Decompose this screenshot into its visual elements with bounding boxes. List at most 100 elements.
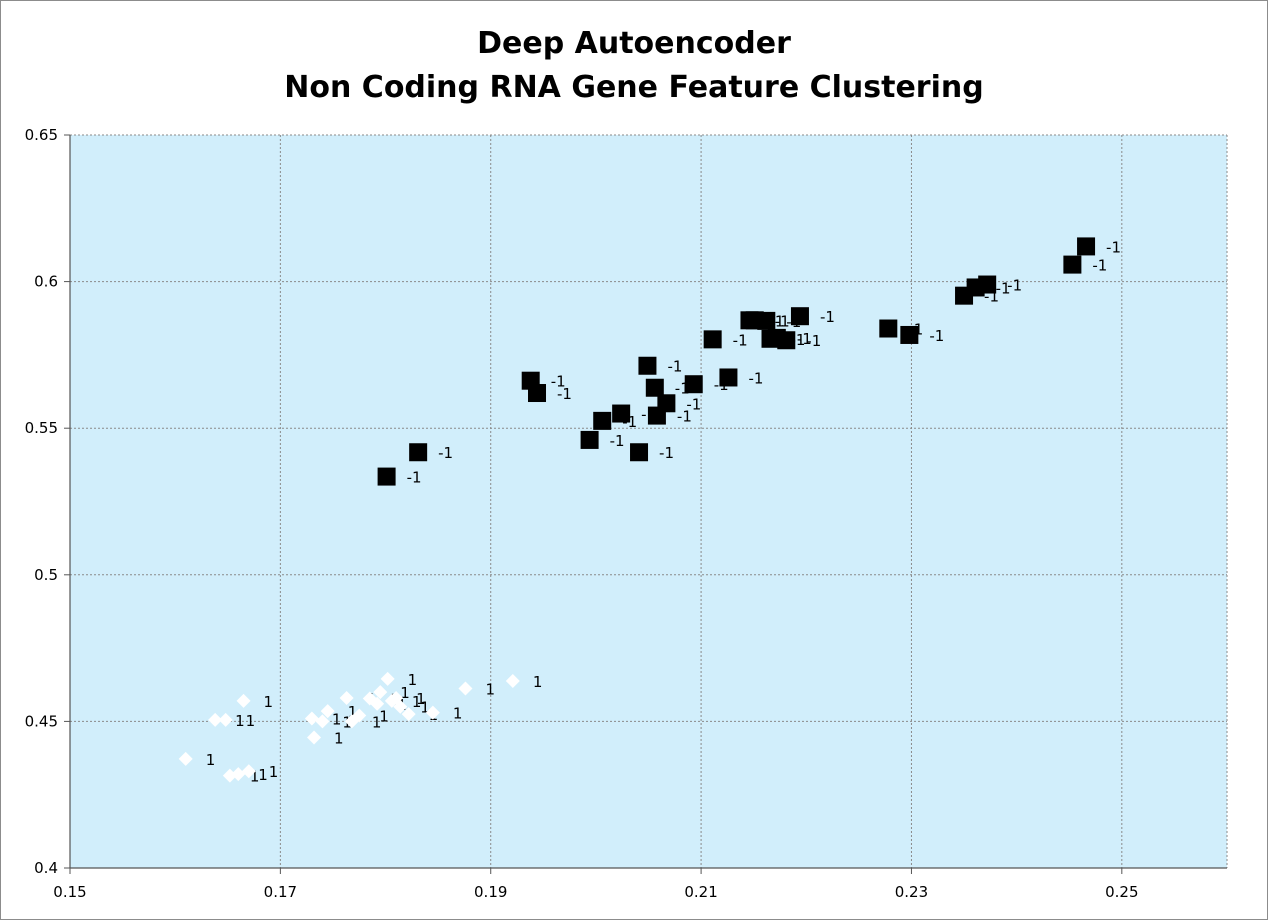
y-tick-label: 0.45 xyxy=(25,712,58,730)
data-label: -1 xyxy=(797,330,812,348)
data-label: -1 xyxy=(775,312,790,330)
data-label: -1 xyxy=(806,332,821,350)
data-point-diamond xyxy=(304,711,319,726)
data-point-square xyxy=(645,378,664,397)
y-tick-label: 0.4 xyxy=(34,859,58,877)
chart-title-line-1: Deep Autoencoder xyxy=(477,26,791,61)
data-point-square xyxy=(657,394,676,413)
data-point-square xyxy=(684,375,703,394)
data-point-square xyxy=(409,443,428,462)
data-label: -1 xyxy=(557,385,572,403)
data-label: 1 xyxy=(348,703,358,721)
data-point-diamond xyxy=(178,751,193,766)
data-point-square xyxy=(528,384,547,403)
data-point-square xyxy=(580,430,599,449)
data-points: -1-1-1-1-1-1-1-1-1-1-1-1-1-1-1-1-1-1-1-1… xyxy=(178,237,1121,786)
x-tick-label: 0.21 xyxy=(684,883,717,901)
data-point-diamond xyxy=(458,681,473,696)
data-point-diamond xyxy=(231,767,246,782)
data-point-square xyxy=(777,331,796,350)
data-label: 1 xyxy=(206,751,216,769)
data-label: -1 xyxy=(820,308,835,326)
data-label: -1 xyxy=(667,358,682,376)
data-point-diamond xyxy=(401,707,416,722)
series-2: 1111111111111111111111111 xyxy=(178,671,543,786)
data-label: 1 xyxy=(453,705,463,723)
data-point-diamond xyxy=(370,696,385,711)
data-label: 1 xyxy=(372,713,382,731)
data-point-square xyxy=(630,443,649,462)
data-point-square xyxy=(703,330,722,349)
data-label: -1 xyxy=(551,373,566,391)
data-point-diamond xyxy=(320,704,335,719)
data-label: 1 xyxy=(485,681,495,699)
data-point-diamond xyxy=(380,671,395,686)
data-point-square xyxy=(757,311,776,330)
data-point-diamond xyxy=(307,730,322,745)
data-point-diamond xyxy=(339,690,354,705)
x-tick-label: 0.25 xyxy=(1105,883,1138,901)
data-label: -1 xyxy=(438,444,453,462)
data-point-square xyxy=(790,307,809,326)
data-point-square xyxy=(719,368,738,387)
data-point-square xyxy=(978,275,997,294)
data-label: 1 xyxy=(412,693,422,711)
tick-labels: 0.15 0.17 0.19 0.21 0.23 0.25 0.4 0.45 0.5 0.55 0.… xyxy=(25,126,1139,901)
data-point-square xyxy=(377,467,396,486)
y-tick-label: 0.5 xyxy=(34,566,58,584)
data-point-square xyxy=(1077,237,1096,256)
data-label: -1 xyxy=(733,331,748,349)
data-point-diamond xyxy=(373,685,388,700)
data-point-square xyxy=(593,411,612,430)
data-point-diamond xyxy=(208,712,223,727)
data-point-diamond xyxy=(505,673,520,688)
data-point-diamond xyxy=(218,712,233,727)
data-label: 1 xyxy=(235,712,245,730)
data-point-square xyxy=(1063,255,1082,274)
data-label: -1 xyxy=(748,369,763,387)
data-label: 1 xyxy=(408,671,418,689)
data-label: 1 xyxy=(334,730,344,748)
data-label: 1 xyxy=(258,766,268,784)
data-label: -1 xyxy=(996,279,1011,297)
data-point-diamond xyxy=(241,764,256,779)
data-label: -1 xyxy=(677,408,692,426)
data-point-square xyxy=(638,356,657,375)
data-label: 1 xyxy=(416,690,426,708)
data-label: -1 xyxy=(610,432,625,450)
series-1: -1-1-1-1-1-1-1-1-1-1-1-1-1-1-1-1-1-1-1-1… xyxy=(377,237,1121,487)
data-label: 1 xyxy=(533,673,543,691)
data-label: -1 xyxy=(407,469,422,487)
data-label: -1 xyxy=(1092,257,1107,275)
data-label: 1 xyxy=(420,699,430,717)
y-tick-label: 0.55 xyxy=(25,419,58,437)
data-point-diamond xyxy=(393,699,408,714)
data-label: -1 xyxy=(929,327,944,345)
data-label: 1 xyxy=(400,684,410,702)
gridlines xyxy=(70,134,1228,868)
data-label: -1 xyxy=(659,444,674,462)
data-point-square xyxy=(900,325,919,344)
data-point-diamond xyxy=(352,708,367,723)
data-point-square xyxy=(879,319,898,338)
x-tick-label: 0.23 xyxy=(895,883,928,901)
data-point-square xyxy=(612,404,631,423)
chart-title-line-2: Non Coding RNA Gene Feature Clustering xyxy=(284,70,984,105)
axes xyxy=(64,134,1227,874)
data-label: 1 xyxy=(379,708,389,726)
data-point-diamond xyxy=(425,705,440,720)
data-point-diamond xyxy=(315,714,330,729)
data-label: 1 xyxy=(269,763,279,781)
y-tick-label: 0.6 xyxy=(34,273,58,291)
x-tick-label: 0.15 xyxy=(53,883,86,901)
data-label: 1 xyxy=(264,693,274,711)
x-tick-label: 0.19 xyxy=(474,883,507,901)
x-tick-label: 0.17 xyxy=(264,883,297,901)
plot-area xyxy=(70,135,1227,868)
chart-title: Deep Autoencoder Non Coding RNA Gene Fea… xyxy=(0,22,1268,110)
data-label: -1 xyxy=(1106,238,1121,256)
data-label: -1 xyxy=(686,395,701,413)
data-label: 1 xyxy=(332,710,342,728)
data-label: 1 xyxy=(250,768,260,786)
